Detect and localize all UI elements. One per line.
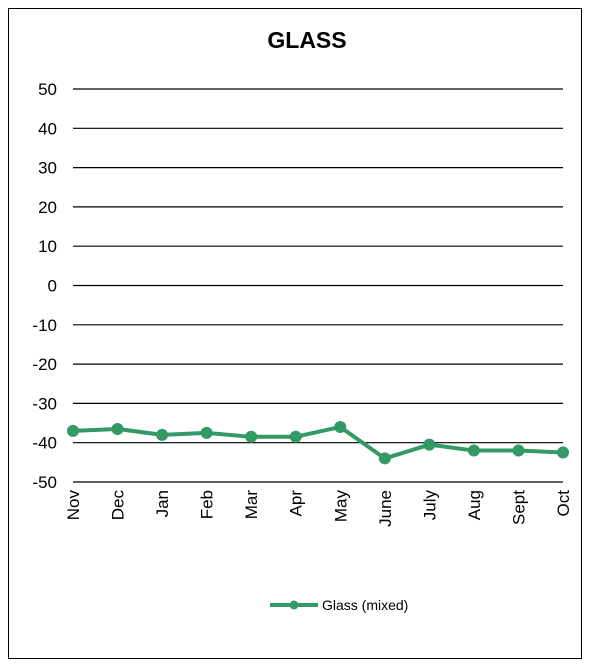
x-tick-label: Nov [64,490,83,521]
y-tick-label: 10 [38,237,57,256]
x-tick-label: Oct [554,490,573,517]
x-tick-label: Dec [109,490,128,521]
y-tick-label: 40 [38,119,57,138]
x-tick-label: May [331,490,350,523]
series-line [72,424,564,461]
series-layer [67,420,569,465]
y-tick-label: -30 [32,394,57,413]
data-point [378,452,391,465]
y-tick-label: -50 [32,473,57,492]
y-tick-label: -20 [32,355,57,374]
data-point [67,424,79,437]
data-point [512,444,525,457]
x-axis-tick-labels: Nov Dec Jan Feb Mar Apr May June July Aug Sept Oct [64,490,573,527]
x-tick-label: June [376,490,395,527]
x-tick-label: Feb [198,490,217,519]
gridlines [73,88,563,483]
y-tick-label: 20 [38,198,57,217]
legend: Glass (mixed) [270,597,408,613]
y-tick-label: 0 [48,277,57,296]
data-point [467,444,480,457]
legend-marker [289,600,299,610]
y-tick-label: 50 [38,80,57,99]
x-tick-label: Sept [509,490,528,525]
chart-title: GLASS [267,27,346,53]
data-point [557,446,569,459]
data-point [111,422,124,435]
legend-label: Glass (mixed) [322,597,408,613]
y-tick-label: -10 [32,316,57,335]
x-tick-label: Jan [153,490,172,517]
y-axis-tick-labels: 50 40 30 20 10 0 -10 -20 -30 -40 -50 [32,80,57,492]
data-point [334,420,347,433]
x-tick-label: July [420,490,439,521]
chart-frame [8,8,582,659]
data-point [423,438,436,451]
x-tick-label: Mar [242,490,261,520]
data-point [289,430,302,443]
y-tick-label: -40 [32,434,57,453]
x-tick-label: Apr [287,490,306,517]
x-tick-label: Aug [465,490,484,520]
y-tick-label: 30 [38,159,57,178]
data-point [245,430,258,443]
data-point [200,426,213,439]
data-point [156,428,169,441]
